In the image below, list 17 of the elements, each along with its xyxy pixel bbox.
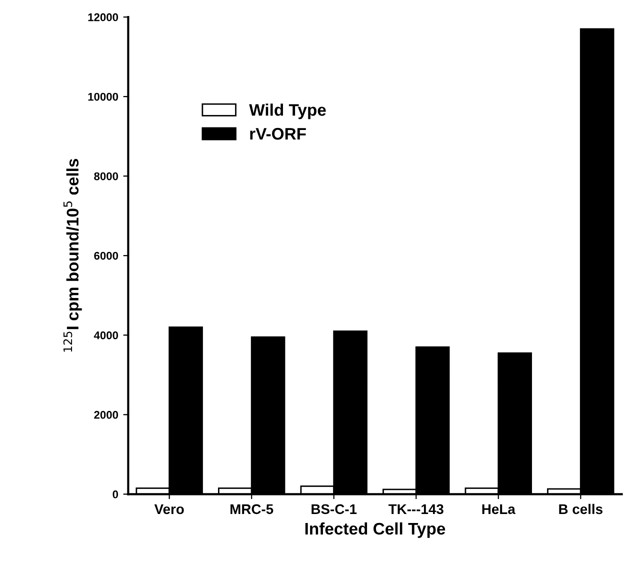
x-tick-label: BS-C-1 (312, 504, 357, 514)
y-tick-label: 2000 (94, 410, 118, 419)
x-tick-label: Vero (154, 504, 184, 514)
x-axis-title: Infected Cell Type (305, 522, 446, 538)
legend-label: rV-ORF (250, 128, 306, 140)
y-tick-label: 4000 (94, 331, 118, 340)
x-tick-label: B cells (559, 504, 602, 514)
x-tick-label: TK---143 (388, 504, 444, 514)
x-tick-label: MRC-5 (230, 504, 274, 514)
legend-label: Wild Type (249, 104, 326, 120)
x-tick-label: HeLa (482, 504, 516, 514)
y-tick-label: 12000 (88, 13, 118, 22)
y-tick-label: 0 (112, 490, 118, 498)
y-tick-label: 8000 (94, 172, 118, 180)
y-axis-title: $^{125}$I cpm bound/10$^{5}$ cells (63, 158, 82, 352)
y-tick-label: 10000 (88, 92, 118, 101)
y-tick-label: 6000 (94, 252, 118, 260)
